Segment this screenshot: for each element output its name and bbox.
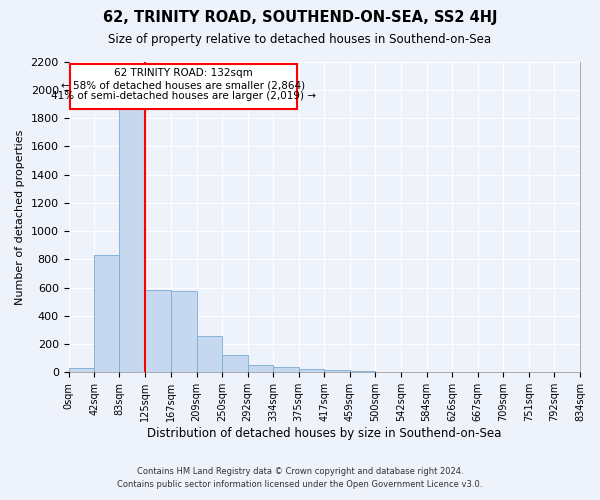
X-axis label: Distribution of detached houses by size in Southend-on-Sea: Distribution of detached houses by size … — [147, 427, 502, 440]
Bar — [145, 290, 171, 372]
Bar — [274, 368, 299, 372]
Bar — [119, 100, 145, 372]
Text: Contains HM Land Registry data © Crown copyright and database right 2024.
Contai: Contains HM Land Registry data © Crown c… — [118, 468, 482, 489]
Text: 62, TRINITY ROAD, SOUTHEND-ON-SEA, SS2 4HJ: 62, TRINITY ROAD, SOUTHEND-ON-SEA, SS2 4… — [103, 10, 497, 25]
Bar — [197, 336, 222, 372]
Bar — [222, 356, 248, 372]
FancyBboxPatch shape — [70, 64, 297, 109]
Bar — [171, 291, 197, 372]
Bar — [324, 370, 350, 372]
Bar — [350, 371, 375, 372]
Text: ← 58% of detached houses are smaller (2,864): ← 58% of detached houses are smaller (2,… — [61, 80, 305, 90]
Bar — [68, 368, 94, 372]
Y-axis label: Number of detached properties: Number of detached properties — [15, 129, 25, 304]
Text: 41% of semi-detached houses are larger (2,019) →: 41% of semi-detached houses are larger (… — [51, 92, 316, 102]
Text: 62 TRINITY ROAD: 132sqm: 62 TRINITY ROAD: 132sqm — [114, 68, 253, 78]
Text: Size of property relative to detached houses in Southend-on-Sea: Size of property relative to detached ho… — [109, 32, 491, 46]
Bar — [248, 366, 274, 372]
Bar — [299, 369, 324, 372]
Bar — [94, 255, 119, 372]
